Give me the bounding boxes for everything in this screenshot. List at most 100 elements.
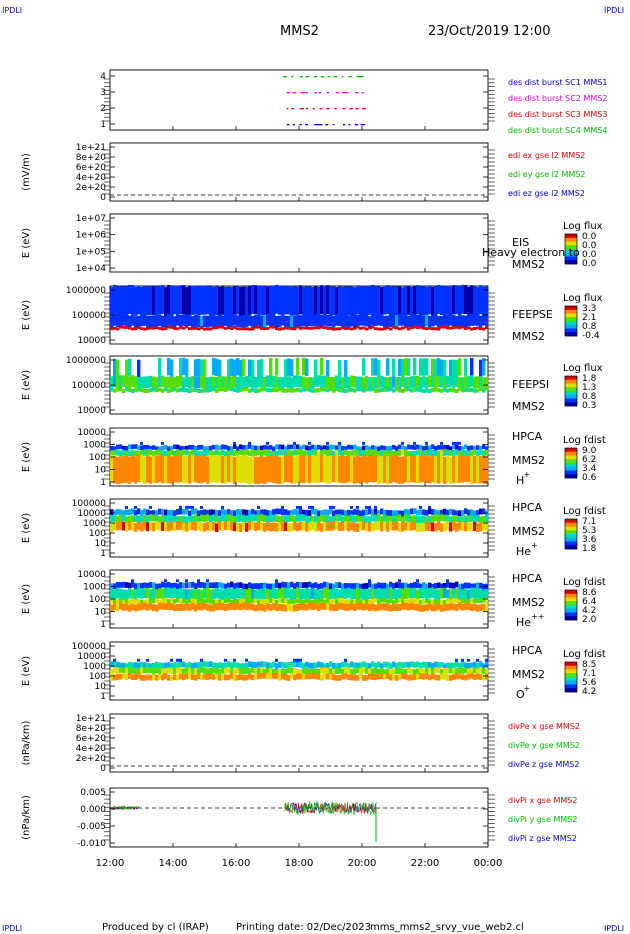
panel-hpca_he-cell-75-0: [335, 509, 339, 516]
panel-hpca_he2-cell-2-2: [116, 599, 120, 605]
panel-hpca_he-cell-84-0: [362, 509, 366, 516]
panel-feepse-cell-13-0: [149, 285, 153, 315]
panel-hpca_o-cell-40-2: [230, 672, 234, 679]
panel-hpca_he2-cell-15-3: [155, 604, 159, 612]
panel-hpca_he2-cell-72-2: [326, 598, 330, 604]
panel-hpca_he2-cell-63-3: [299, 603, 303, 610]
panel-feepsi-cell-72-0: [326, 360, 330, 378]
panel-hpca_he2-cell-102-2: [416, 598, 420, 604]
panel-hpca_o-cell-23-2: [179, 673, 183, 680]
panel-hpca_he-cell-83-2: [359, 521, 363, 531]
panel-hpca_he2-cell-60-2: [290, 599, 294, 604]
panel-hpca_he2-cell-31-1: [203, 588, 207, 599]
panel-feepse-cell-28-1: [194, 314, 198, 327]
panel-hpca_he2-cell-101-0: [413, 581, 417, 588]
panel-burst-burst-mark-3-7: [332, 124, 335, 126]
panel-hpca_h-cell-28-0: [194, 446, 198, 451]
panel-feepse-cell-91-1: [383, 315, 387, 328]
panel-feepse-cell-123-1: [479, 315, 483, 328]
panel-hpca_he2-cell-45-2: [245, 598, 249, 604]
panel-hpca_he-cell-58-0: [284, 509, 288, 515]
panel-hpca_he2-cell-6-2: [128, 599, 132, 605]
panel-hpca_o-cell-51-0: [263, 661, 267, 668]
panel-hpca_o-cell-64-2: [302, 673, 306, 680]
panel-hpca_h-cell-65-2: [305, 455, 309, 483]
panel-feepse-cell-23-0: [179, 285, 183, 315]
panel-feepsi-cell-89-0: [377, 359, 381, 378]
panel-hpca_o-cell-50-0: [260, 661, 264, 668]
panel-hpca_he2-cell-0-1: [110, 588, 114, 600]
panel-feepse-cell-51-0: [263, 286, 267, 316]
panel-hpca_h-cell-14-0: [152, 445, 156, 450]
panel-hpca_he2-cell-85-0: [365, 583, 369, 589]
panel-hpca_he2-cell-9-2: [137, 599, 141, 604]
panel-hpca_he2-cell-73-3: [329, 603, 333, 611]
panel-hpca_he-cell-63-2: [299, 521, 303, 531]
panel-feepsi-cell-122-2: [476, 388, 480, 393]
panel-hpca_he-cell-119-1: [467, 515, 471, 523]
panel-hpca_h-cell-48-2: [254, 456, 258, 485]
panel-feepsi-cell-123-0: [479, 359, 483, 378]
panel-hpca_he-cell-30-0: [200, 510, 204, 516]
panel-feepse-cell-31-0: [203, 285, 207, 315]
panel-hpca_he-cell-78-1: [344, 515, 348, 523]
panel-hpca_he2-cell-104-3: [422, 604, 426, 612]
panel-hpca_he-cell-14-0: [152, 510, 156, 517]
panel-hpca_o-cell-13-1: [149, 667, 153, 673]
panel-hpca_o-cell-107-2: [431, 673, 435, 680]
panel-feepsi-cell-31-0: [203, 359, 207, 377]
panel-hpca_he2-cell-108-1: [434, 589, 438, 600]
panel-feepsi-cell-92-1: [386, 377, 390, 389]
panel-feepse-cell-8-1: [134, 316, 138, 328]
panel-hpca_he2-cell-95-3: [395, 604, 399, 612]
panel-hpca_he2-cell-16-3: [158, 602, 162, 610]
panel-hpca_he-cell-112-0: [446, 509, 450, 516]
panel-hpca_he2-cell-70-2: [320, 597, 324, 603]
panel-feepsi-cell-120-1: [470, 375, 474, 387]
panel-hpca_o-colorbar-label-3: 4.2: [582, 687, 596, 697]
panel-hpca_he-cell-118-1: [464, 515, 468, 523]
panel-hpca_h-cell-76-0: [338, 444, 342, 449]
panel-feepsi-cell-100-1: [410, 376, 414, 388]
panel-hpca_h-cell-17-1: [161, 450, 165, 457]
panel-hpca_h-cell-88-1: [374, 449, 378, 456]
panel-feepse-cell-11-2: [143, 327, 147, 331]
panel-feepsi-cell-121-2: [473, 388, 477, 393]
panel-hpca_he-cell-25-0: [185, 508, 189, 515]
panel-hpca_h-cell-18-0: [164, 444, 168, 450]
panel-hpca_h-cell-112-2: [446, 455, 450, 483]
panel-hpca_he2-cell-19-0: [167, 581, 171, 588]
panel-hpca_he-cell-0-1: [110, 514, 114, 522]
panel-feepse-cell-35-1: [215, 315, 219, 328]
panel-feepsi-cell-73-1: [329, 376, 333, 389]
panel-feepse-cell-63-2: [299, 326, 303, 330]
panel-hpca_he2-cell-5-2: [125, 598, 129, 604]
panel-hpca_he2-cell-62-1: [296, 587, 300, 598]
panel-hpca_h-cell-117-0: [461, 446, 465, 452]
panel-hpca_o-cell-47-2: [251, 674, 255, 681]
panel-hpca_h-cell-89-0: [377, 446, 381, 452]
panel-divpe-ylabel: (nPa/km): [21, 721, 32, 766]
panel-hpca_o-cell-39-1: [227, 667, 231, 674]
panel-hpca_o-cell-15-1: [155, 667, 159, 674]
panel-hpca_he-spacecraft: MMS2: [512, 525, 545, 538]
panel-hpca_o-cell-84-2: [362, 675, 366, 681]
panel-edi-frame: [109, 142, 489, 202]
panel-feepse-cell-53-1: [269, 314, 273, 327]
panel-hpca_h-cell-49-0: [257, 446, 261, 451]
panel-hpca_he-cell-47-1: [251, 514, 255, 522]
panel-feepse-cell-92-0: [386, 285, 390, 315]
panel-hpca_he-cell-90-1: [380, 516, 384, 524]
panel-feepse-cell-63-0: [299, 285, 303, 315]
panel-hpca_he-cell-67-0: [311, 508, 315, 515]
panel-feepse-cell-92-2: [386, 326, 390, 330]
panel-hpca_o-cell-18-1: [164, 668, 168, 674]
panel-hpca_o-cell-58-0: [284, 662, 288, 669]
panel-feepsi-cell-40-2: [230, 387, 234, 392]
panel-feepse-cell-4-1: [122, 313, 126, 326]
panel-feepse-cell-41-2: [233, 325, 237, 329]
panel-feepsi-cell-5-1: [125, 376, 129, 389]
panel-hpca_h-cell-91-0: [383, 445, 387, 451]
panel-feepse-cell-67-1: [311, 314, 315, 327]
